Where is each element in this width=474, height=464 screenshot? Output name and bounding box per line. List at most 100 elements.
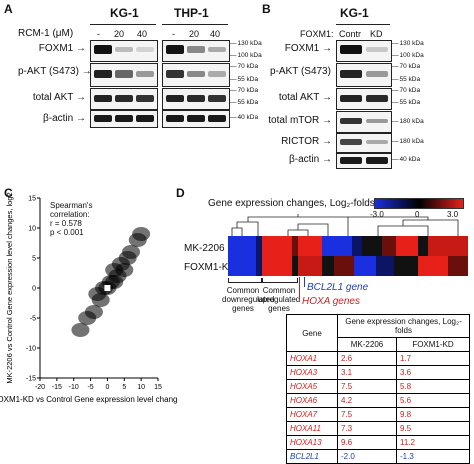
table-cell-gene: HOXA1 xyxy=(286,351,338,366)
scatter-point xyxy=(122,245,141,259)
heatmap-title: Gene expression changes, Log₂-folds: xyxy=(208,198,378,209)
table-cell-gene: HOXA11 xyxy=(286,421,338,436)
kda-marker: 40 kDa xyxy=(230,114,259,121)
table-cell-mk2206: 4.2 xyxy=(337,393,397,408)
upregulated-bracket xyxy=(262,278,298,283)
x-axis-label: FOXM1-KD vs Control Gene expression leve… xyxy=(0,395,178,404)
blot-row-label: β-actin xyxy=(10,113,86,124)
table-cell-mk2206: 7.5 xyxy=(337,407,397,422)
kda-marker: 70 kDa xyxy=(230,87,259,94)
kda-marker: 55 kDa xyxy=(392,99,421,106)
table-cell-foxm1kd: 9.8 xyxy=(395,407,471,422)
kda-marker: 130 kDa xyxy=(230,40,262,47)
panel-b-letter: B xyxy=(262,2,271,16)
kda-marker: 100 kDa xyxy=(230,52,262,59)
group-label-upregulated: Common upregulated genes xyxy=(258,286,301,313)
panel-c-letter: C xyxy=(4,186,13,200)
panel-a-letter: A xyxy=(4,2,13,16)
table-cell-mk2206: 7.5 xyxy=(337,379,397,394)
y-tick-label: -10 xyxy=(26,346,36,353)
table-row: HOXA1 2.6 1.7 xyxy=(286,351,471,366)
scatter-center-marker xyxy=(104,285,111,291)
blot-row-label: β-actin xyxy=(262,154,332,165)
x-tick-label: -10 xyxy=(69,384,79,391)
western-blot-strip xyxy=(90,63,158,87)
table-row: HOXA5 7.5 5.8 xyxy=(286,379,471,394)
y-tick-label: -15 xyxy=(26,376,36,383)
kda-marker: 180 kDa xyxy=(392,118,424,125)
western-blot-strip xyxy=(90,110,158,128)
table-cell-foxm1kd: 5.8 xyxy=(395,379,471,394)
table-row: BCL2L1 -2.0 -1.3 xyxy=(286,449,471,464)
scatter-plot: -20-15-10-5051015-15-10-5051015FOXM1-KD … xyxy=(0,192,178,404)
blot-row-label: FOXM1 xyxy=(272,43,332,54)
bcl2l1-label: BCL2L1 gene xyxy=(307,282,369,293)
table-row: HOXA6 4.2 5.6 xyxy=(286,393,471,408)
y-axis-label: MK-2206 vs Control Gene expression level… xyxy=(5,192,14,383)
dose-label: 20 xyxy=(114,29,125,39)
western-blot-strip xyxy=(162,110,230,128)
table-cell-foxm1kd: 9.5 xyxy=(395,421,471,436)
heatmap-row-label: FOXM1-KD xyxy=(184,262,236,273)
scatter-point xyxy=(115,263,134,277)
downregulated-bracket xyxy=(228,278,262,283)
western-blot-strip xyxy=(162,63,230,87)
kg1-underline xyxy=(336,24,390,25)
y-tick-label: 10 xyxy=(28,226,36,233)
western-blot-strip xyxy=(336,88,392,110)
condition-label: FOXM1: xyxy=(300,29,334,39)
kda-marker: 100 kDa xyxy=(392,52,424,59)
color-scale-mid: 0 xyxy=(415,210,420,219)
kda-marker: 70 kDa xyxy=(392,87,421,94)
table-cell-foxm1kd: 11.2 xyxy=(395,435,471,450)
table-cell-mk2206: 2.6 xyxy=(337,351,397,366)
x-tick-label: -15 xyxy=(52,384,62,391)
table-cell-mk2206: 9.6 xyxy=(337,435,397,450)
condition-control: Contr xyxy=(339,29,362,39)
table-row: HOXA13 9.6 11.2 xyxy=(286,435,471,450)
y-tick-label: 0 xyxy=(32,286,36,293)
kda-marker: 180 kDa xyxy=(392,138,424,145)
scatter-point xyxy=(91,293,110,307)
correlation-line: r = 0.578 xyxy=(50,219,82,228)
blot-row-label: total mTOR xyxy=(262,115,332,126)
cell-line-thp1-label: THP-1 xyxy=(174,6,209,20)
correlation-line: Spearman's xyxy=(50,201,93,210)
table-cell-gene: BCL2L1 xyxy=(286,449,338,464)
group-label-downregulated: Common downregulated genes xyxy=(222,286,275,313)
cell-line-kg1-label: KG-1 xyxy=(340,6,369,20)
table-cell-mk2206: 7.3 xyxy=(337,421,397,436)
western-blot-strip xyxy=(336,40,392,62)
blot-row-label: FOXM1 xyxy=(20,43,86,54)
scatter-point xyxy=(84,305,103,319)
blot-row-label: p-AKT (S473) xyxy=(18,66,86,77)
dose-label: - xyxy=(97,29,100,39)
table-row: HOXA7 7.5 9.8 xyxy=(286,407,471,422)
y-tick-label: 15 xyxy=(28,196,36,203)
treatment-label: RCM-1 (μM) xyxy=(18,28,74,39)
kda-marker: 40 kDa xyxy=(392,156,421,163)
western-blot-strip xyxy=(90,40,158,62)
table-header-foxm1kd: FOXM1-KD xyxy=(395,337,471,352)
thp1-underline xyxy=(162,24,228,25)
kda-marker: 55 kDa xyxy=(230,76,259,83)
table-cell-gene: HOXA6 xyxy=(286,393,338,408)
color-scale-bar xyxy=(374,198,464,209)
dose-label: 40 xyxy=(210,29,221,39)
color-scale-min: -3.0 xyxy=(370,210,384,219)
western-blot-strip xyxy=(336,153,392,169)
hoxa-label: HOXA genes xyxy=(302,296,360,307)
hoxa-marker-line xyxy=(299,277,300,299)
heatmap-row-label: MK-2206 xyxy=(184,243,225,254)
x-tick-label: 10 xyxy=(137,384,145,391)
x-tick-label: -5 xyxy=(87,384,93,391)
western-blot-strip xyxy=(90,88,158,110)
dose-label: - xyxy=(172,29,175,39)
kda-marker: 55 kDa xyxy=(392,76,421,83)
table-cell-foxm1kd: 1.7 xyxy=(395,351,471,366)
table-cell-mk2206: 3.1 xyxy=(337,365,397,380)
y-tick-label: 5 xyxy=(32,256,36,263)
heatmap xyxy=(228,236,468,276)
dose-label: 20 xyxy=(189,29,200,39)
kda-marker: 130 kDa xyxy=(392,40,424,47)
